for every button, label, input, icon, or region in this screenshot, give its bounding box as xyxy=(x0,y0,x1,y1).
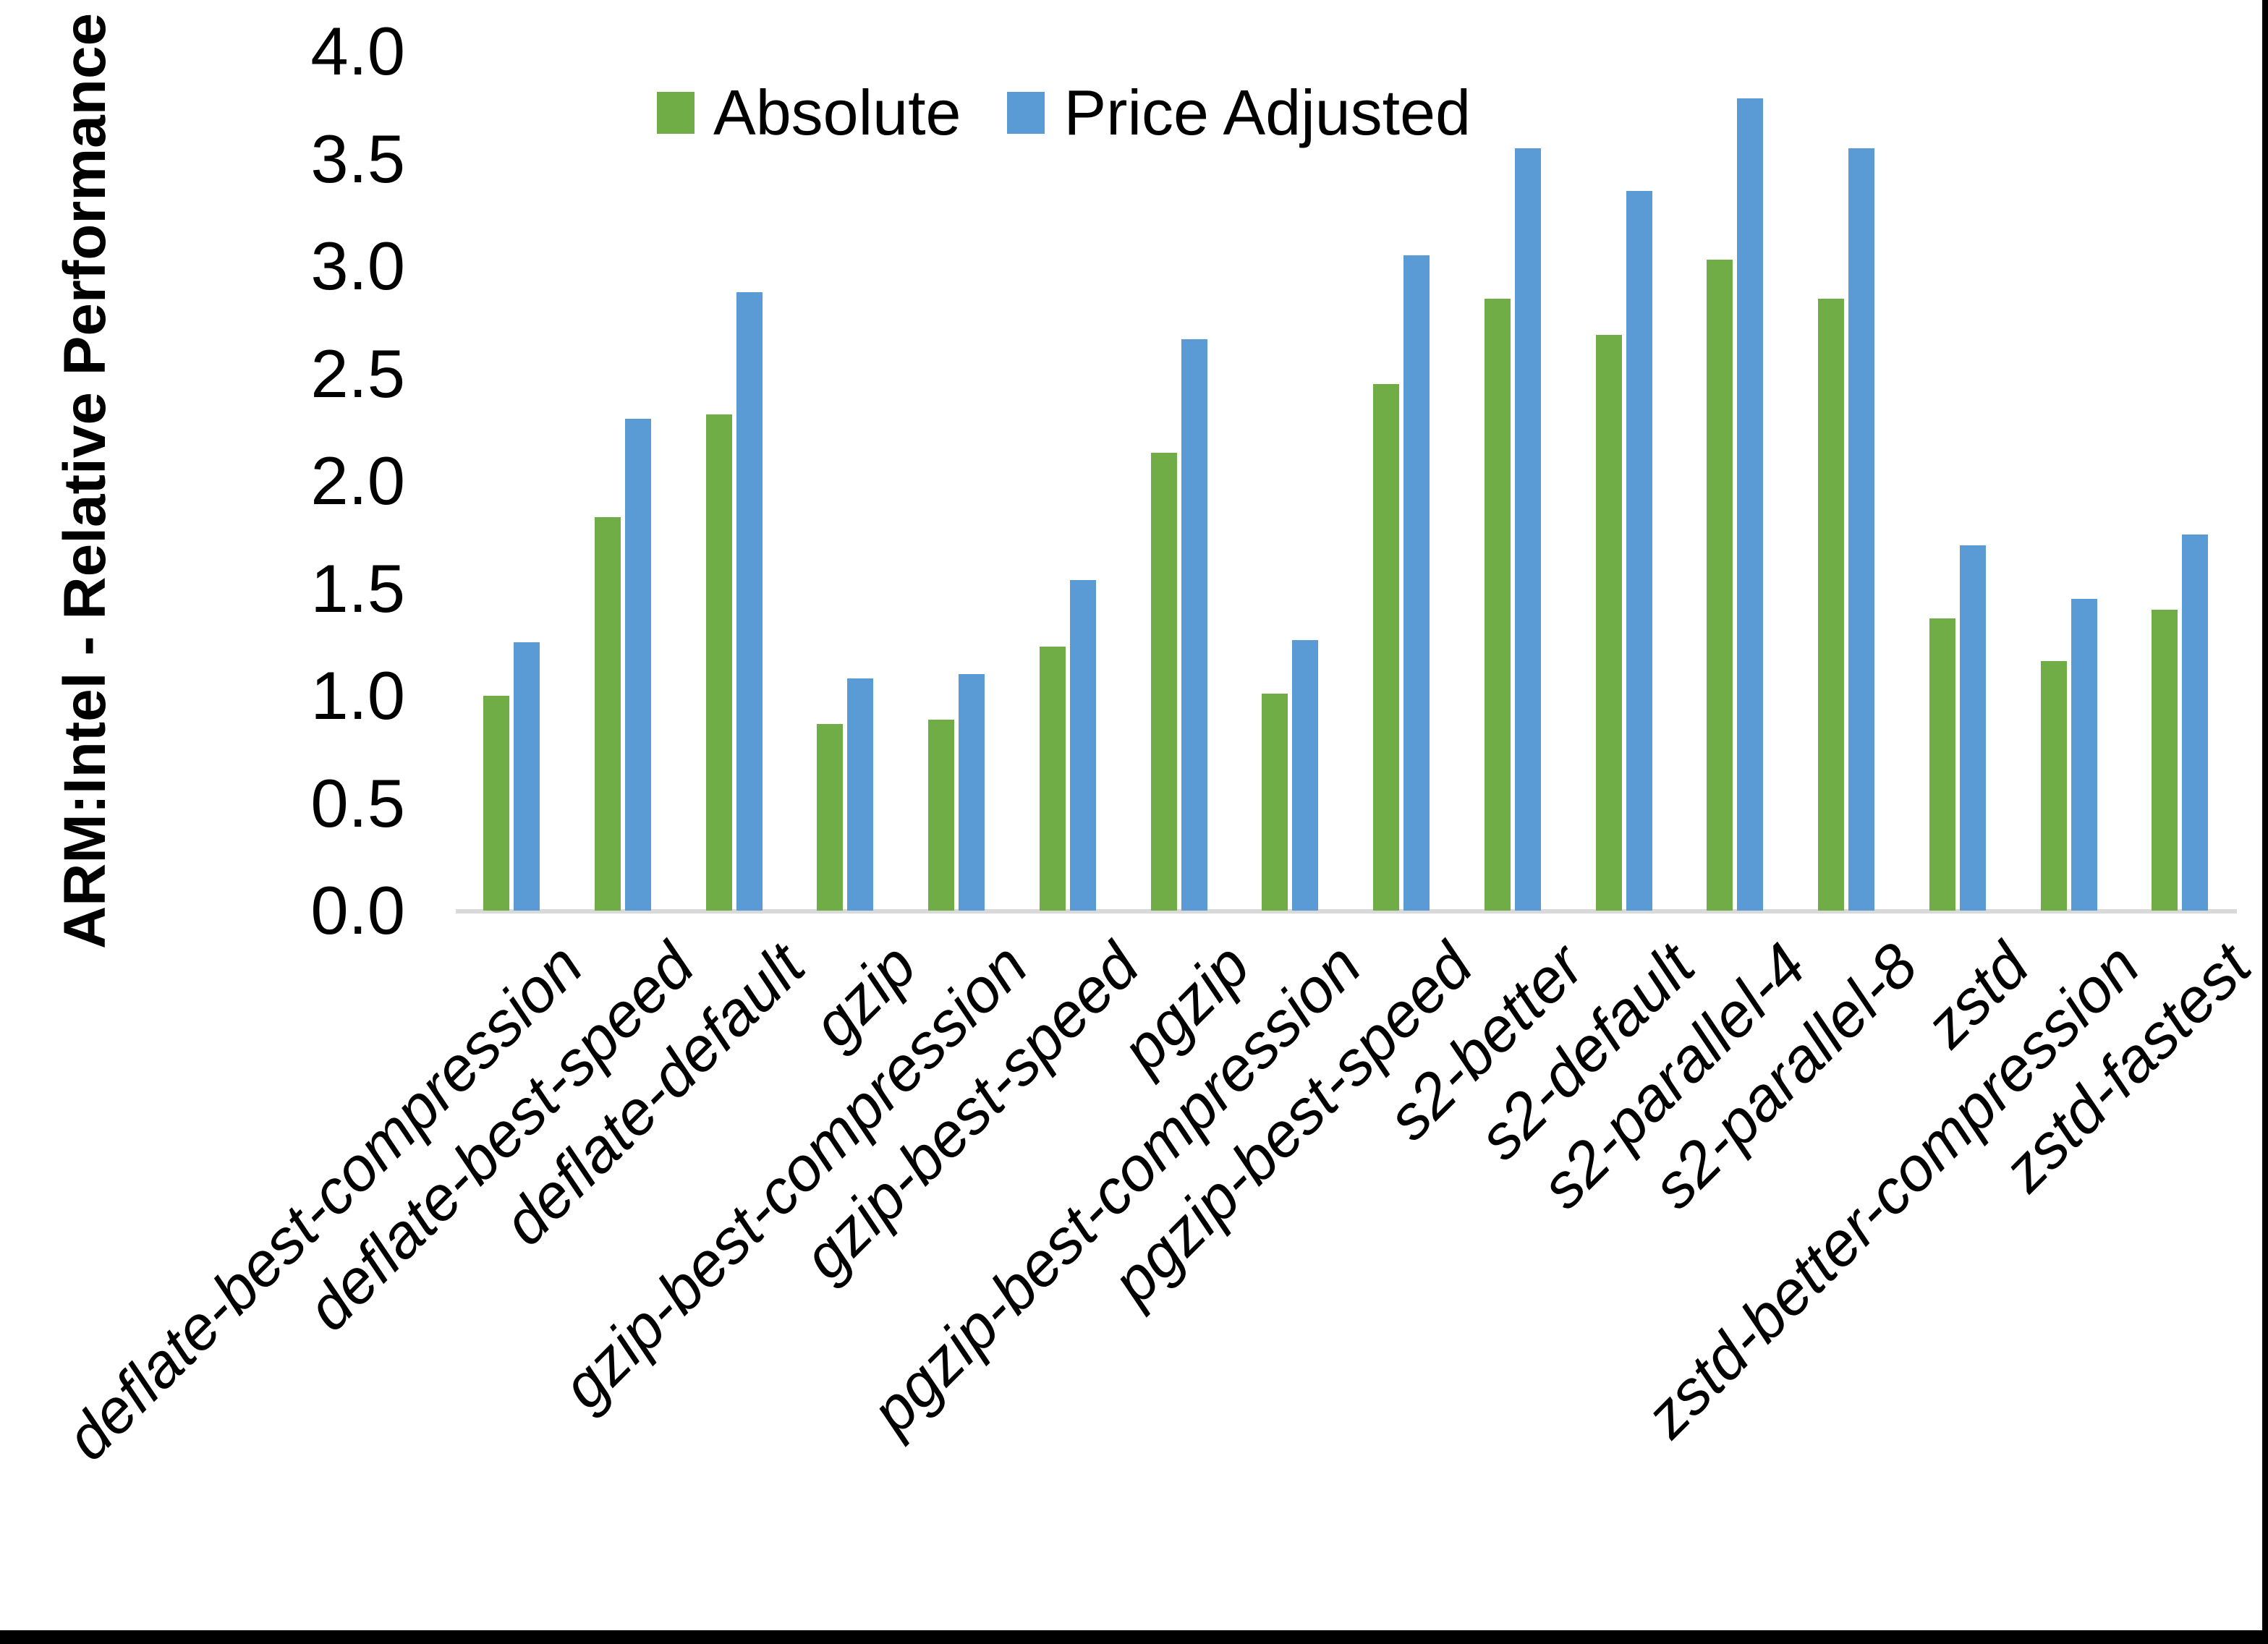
bar-absolute-s2-better xyxy=(1484,299,1511,911)
y-tick-label-1.0: 1.0 xyxy=(310,657,405,733)
legend-swatch-absolute xyxy=(657,92,695,134)
bar-absolute-deflate-best-speed xyxy=(594,517,621,911)
bar-absolute-zstd-better-compression xyxy=(2040,661,2067,911)
bar-price-adjusted-s2-parallel-8 xyxy=(1848,148,1874,911)
legend-item-absolute: Absolute xyxy=(657,81,961,145)
bar-price-adjusted-zstd-better-compression xyxy=(2070,599,2097,911)
y-tick-label-2.0: 2.0 xyxy=(310,443,405,519)
bar-absolute-deflate-default xyxy=(705,414,732,911)
bar-price-adjusted-deflate-default xyxy=(736,292,763,911)
bar-price-adjusted-pgzip-best-speed xyxy=(1403,255,1430,911)
y-tick-label-3.5: 3.5 xyxy=(310,120,405,197)
bar-price-adjusted-zstd-fastest xyxy=(2182,534,2209,911)
bar-absolute-gzip xyxy=(817,724,844,911)
legend-label-price-adjusted: Price Adjusted xyxy=(1063,77,1471,148)
bar-absolute-gzip-best-compression xyxy=(928,720,954,911)
legend-item-price-adjusted: Price Adjusted xyxy=(1007,81,1471,145)
legend-label-absolute: Absolute xyxy=(713,77,961,148)
y-tick-label-0.0: 0.0 xyxy=(310,872,405,948)
bar-price-adjusted-deflate-best-compression xyxy=(514,642,540,911)
bar-price-adjusted-deflate-best-speed xyxy=(624,419,651,911)
bar-absolute-pgzip xyxy=(1150,453,1177,911)
bar-price-adjusted-zstd xyxy=(1959,545,1986,911)
bar-absolute-gzip-best-speed xyxy=(1039,647,1066,911)
legend-swatch-price-adjusted xyxy=(1007,92,1045,134)
bar-absolute-s2-parallel-8 xyxy=(1818,299,1844,911)
bar-price-adjusted-pgzip xyxy=(1181,339,1207,911)
bar-price-adjusted-gzip xyxy=(847,678,874,911)
bar-price-adjusted-s2-default xyxy=(1626,191,1652,911)
bar-absolute-pgzip-best-compression xyxy=(1262,694,1288,911)
bar-price-adjusted-s2-better xyxy=(1514,148,1541,911)
bar-price-adjusted-pgzip-best-compression xyxy=(1292,640,1319,911)
bar-absolute-pgzip-best-speed xyxy=(1373,384,1399,911)
bar-absolute-deflate-best-compression xyxy=(483,696,509,911)
y-tick-label-0.5: 0.5 xyxy=(310,764,405,841)
bar-absolute-zstd-fastest xyxy=(2152,610,2178,911)
y-tick-label-1.5: 1.5 xyxy=(310,550,405,626)
bar-price-adjusted-s2-parallel-4 xyxy=(1737,98,1764,911)
y-tick-label-2.5: 2.5 xyxy=(310,335,405,412)
bar-price-adjusted-gzip-best-speed xyxy=(1069,580,1096,911)
y-tick-label-3.0: 3.0 xyxy=(310,228,405,304)
bar-absolute-s2-parallel-4 xyxy=(1707,260,1733,911)
bar-absolute-s2-default xyxy=(1595,335,1622,911)
window-border-right xyxy=(2262,0,2268,1644)
window-border-bottom xyxy=(0,1630,2268,1644)
legend: Absolute Price Adjusted xyxy=(657,81,1471,145)
y-axis-title: ARM:Intel - Relative Performance xyxy=(52,12,118,950)
y-tick-label-4.0: 4.0 xyxy=(310,13,405,89)
bar-absolute-zstd xyxy=(1929,618,1955,911)
bar-price-adjusted-gzip-best-compression xyxy=(959,674,985,911)
x-axis-line xyxy=(456,909,2237,913)
